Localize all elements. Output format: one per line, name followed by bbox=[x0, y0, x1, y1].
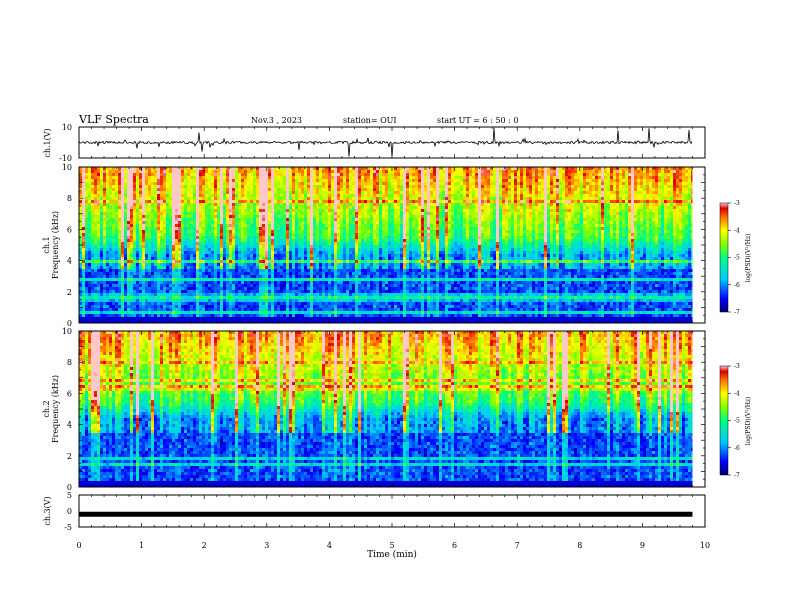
ch3-ytick-bottom: -5 bbox=[64, 523, 72, 532]
freq-tick-label: 4 bbox=[67, 421, 72, 430]
date-label: Nov.3 , 2023 bbox=[251, 116, 302, 125]
freq-tick-label: 0 bbox=[67, 483, 72, 492]
freq-tick-label: 10 bbox=[62, 163, 72, 172]
freq-tick-label: 2 bbox=[67, 452, 72, 461]
ch1-waveform-trace bbox=[78, 127, 693, 157]
colorbar-tick-label: -7 bbox=[734, 309, 740, 316]
colorbar-tick-label: -6 bbox=[734, 282, 740, 289]
ch1-ylabel: ch.1(V) bbox=[43, 128, 52, 157]
ch1-colorbar bbox=[719, 202, 729, 313]
ch3-waveform-panel: 5 0 -5 ch.3(V) bbox=[43, 491, 706, 532]
freq-tick-label: 6 bbox=[67, 389, 72, 398]
ch1-ytick-top: 10 bbox=[62, 123, 72, 132]
ch1-colorbar-label: log(PSD)(V²/Hz) bbox=[745, 234, 752, 283]
x-tick-label: 1 bbox=[139, 541, 144, 550]
ch2-colorbar bbox=[719, 365, 729, 476]
ch2-spec-ylabel-line2: Frequency (kHz) bbox=[51, 375, 60, 443]
x-tick-label: 7 bbox=[515, 541, 520, 550]
ch1-spec-ylabel-line1: ch.1 bbox=[42, 236, 51, 253]
colorbar-tick-label: -5 bbox=[734, 255, 740, 262]
ch2-spec-ylabel-line1: ch.2 bbox=[42, 400, 51, 417]
colorbar-tick-label: -4 bbox=[734, 227, 740, 234]
ch2-spectrogram-image bbox=[79, 331, 705, 487]
freq-tick-label: 6 bbox=[67, 225, 72, 234]
ch1-spec-ylabel-line2: Frequency (kHz) bbox=[51, 211, 60, 279]
x-tick-label: 3 bbox=[264, 541, 269, 550]
ch3-ytick-top: 5 bbox=[67, 491, 72, 500]
ch3-ylabel: ch.3(V) bbox=[43, 496, 52, 525]
ch1-ytick-bottom: -10 bbox=[59, 154, 72, 163]
colorbar-tick-label: -6 bbox=[734, 445, 740, 452]
colorbar-tick-label: -4 bbox=[734, 390, 740, 397]
x-tick-label: 0 bbox=[76, 541, 81, 550]
freq-tick-label: 10 bbox=[62, 327, 72, 336]
ch1-waveform-panel: 10 -10 ch.1(V) bbox=[43, 123, 706, 163]
colorbar-tick-label: -5 bbox=[734, 418, 740, 425]
ch2-colorbar-label: log(PSD)(V²/Hz) bbox=[745, 397, 752, 446]
x-tick-label: 2 bbox=[202, 541, 207, 550]
ch3-waveform-frame bbox=[78, 494, 706, 528]
colorbar-tick-label: -7 bbox=[734, 472, 740, 479]
start-ut-label: start UT = 6 : 50 : 0 bbox=[437, 116, 518, 125]
freq-tick-label: 8 bbox=[67, 194, 72, 203]
ch1-spectrogram-image bbox=[79, 167, 705, 323]
freq-tick-label: 4 bbox=[67, 257, 72, 266]
x-tick-label: 4 bbox=[327, 541, 332, 550]
freq-tick-label: 0 bbox=[67, 319, 72, 328]
station-label: station= OUI bbox=[343, 116, 397, 125]
x-tick-label: 6 bbox=[452, 541, 457, 550]
x-tick-label: 8 bbox=[577, 541, 582, 550]
freq-tick-label: 2 bbox=[67, 288, 72, 297]
x-tick-label: 9 bbox=[640, 541, 645, 550]
colorbar-tick-label: -3 bbox=[734, 363, 740, 370]
colorbar-tick-label: -3 bbox=[734, 200, 740, 207]
x-axis-label: Time (min) bbox=[367, 549, 417, 560]
ch3-ytick-mid: 0 bbox=[67, 507, 72, 516]
freq-tick-label: 8 bbox=[67, 358, 72, 367]
x-tick-label: 5 bbox=[389, 541, 394, 550]
figure-title: VLF Spectra bbox=[78, 113, 149, 126]
x-tick-label: 10 bbox=[700, 541, 710, 550]
